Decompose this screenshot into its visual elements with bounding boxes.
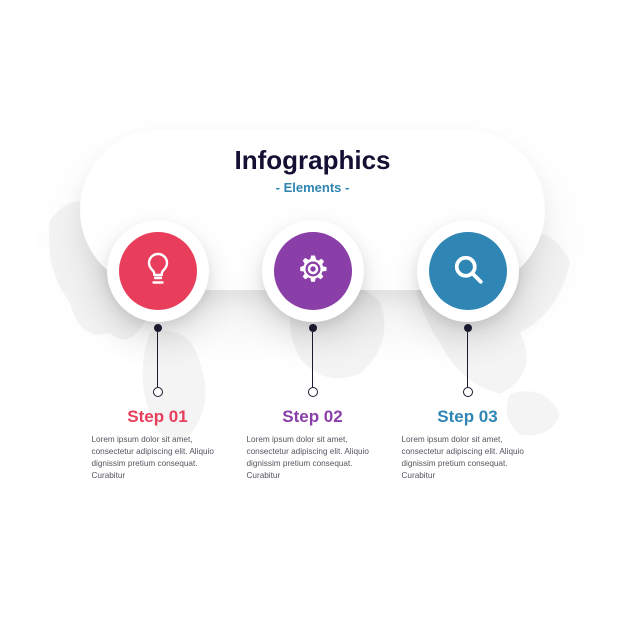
step-02-circle-outer [262, 220, 364, 322]
step-01-description: Lorem ipsum dolor sit amet, consectetur … [92, 434, 224, 482]
subtitle: - Elements - [0, 180, 625, 195]
step-02-connector [308, 324, 318, 397]
step-01-circle-outer [107, 220, 209, 322]
step-02-description: Lorem ipsum dolor sit amet, consectetur … [247, 434, 379, 482]
lightbulb-icon [140, 251, 176, 292]
step-03: Step 03 Lorem ipsum dolor sit amet, cons… [400, 220, 535, 482]
step-01: Step 01 Lorem ipsum dolor sit amet, cons… [90, 220, 225, 482]
gear-icon [295, 251, 331, 292]
step-01-label: Step 01 [127, 407, 187, 427]
search-icon [450, 251, 486, 292]
step-03-description: Lorem ipsum dolor sit amet, consectetur … [402, 434, 534, 482]
step-03-connector [463, 324, 473, 397]
step-03-label: Step 03 [437, 407, 497, 427]
step-01-circle [119, 232, 197, 310]
steps-row: Step 01 Lorem ipsum dolor sit amet, cons… [90, 220, 535, 482]
step-02: Step 02 Lorem ipsum dolor sit amet, cons… [245, 220, 380, 482]
step-03-circle-outer [417, 220, 519, 322]
step-03-circle [429, 232, 507, 310]
step-01-connector [153, 324, 163, 397]
title: Infographics [0, 145, 625, 176]
step-02-circle [274, 232, 352, 310]
step-02-label: Step 02 [282, 407, 342, 427]
